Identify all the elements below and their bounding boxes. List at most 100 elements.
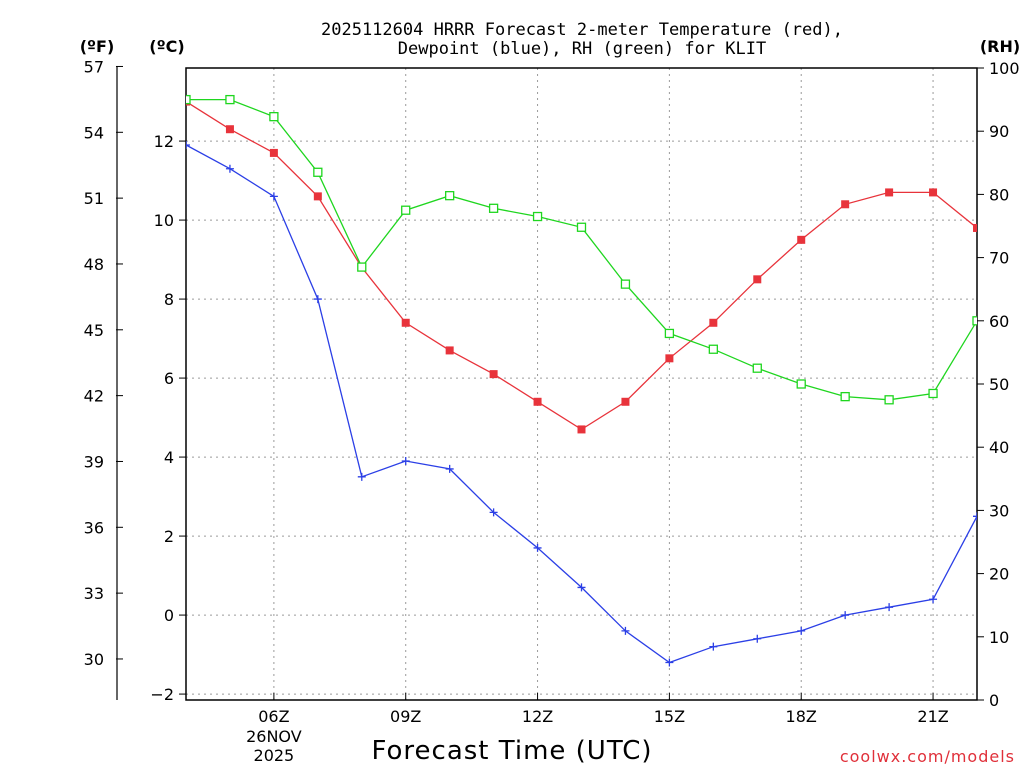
f-axis-tick-label: 54: [84, 123, 104, 142]
x-axis-tick-label: 15Z: [654, 707, 685, 726]
rh-axis-tick-label: 80: [989, 185, 1009, 204]
data-point-temperature: [709, 318, 718, 327]
data-point-dewpoint: [313, 295, 322, 304]
f-axis-tick-label: 36: [84, 518, 104, 537]
x-axis-label: Forecast Time (UTC): [371, 736, 652, 766]
data-point-rh: [664, 328, 675, 339]
data-point-rh: [532, 211, 543, 222]
rh-axis-tick-label: 60: [989, 312, 1009, 331]
data-point-dewpoint: [357, 472, 366, 481]
chart-title-line2: Dewpoint (blue), RH (green) for KLIT: [398, 39, 766, 59]
c-axis-tick-label: 12: [154, 132, 174, 151]
rh-axis-tick-label: 50: [989, 375, 1009, 394]
data-point-dewpoint: [973, 512, 977, 521]
data-series: [186, 94, 977, 667]
rh-axis-tick-label: 30: [989, 501, 1009, 520]
data-point-rh: [620, 279, 631, 289]
rh-axis-tick-label: 70: [989, 249, 1009, 268]
x-axis-tick-label: 18Z: [786, 707, 817, 726]
celsius-unit-label: (ºC): [149, 37, 184, 56]
series-line-rh: [186, 98, 977, 401]
f-axis-tick-label: 39: [84, 452, 104, 471]
data-point-temperature: [269, 148, 278, 157]
data-point-temperature: [401, 318, 410, 327]
rh-axis-tick-label: 90: [989, 122, 1009, 141]
data-point-dewpoint: [841, 611, 850, 620]
series-temperature: [186, 97, 977, 434]
series-rh: [186, 94, 977, 405]
c-axis-tick-label: 4: [164, 448, 174, 467]
x-axis-tick-label: 09Z: [390, 707, 421, 726]
data-point-dewpoint: [753, 634, 762, 643]
rh-unit-label: (RH): [980, 37, 1020, 56]
series-line-temperature: [186, 101, 977, 431]
c-axis-tick-label: 8: [164, 290, 174, 309]
data-point-rh: [972, 316, 977, 326]
grid: [186, 68, 977, 700]
data-point-rh: [576, 222, 587, 232]
series-dewpoint: [186, 141, 977, 667]
fahrenheit-unit-label: (ºF): [80, 37, 115, 56]
data-point-dewpoint: [577, 583, 586, 592]
axes: −2 0 2 4 6 8 10 12 30 33 36 39 42 45 48 51 54 57 0 10 20 30 40…: [84, 57, 1020, 765]
data-point-dewpoint: [401, 457, 410, 466]
data-point-temperature: [533, 397, 542, 406]
data-point-dewpoint: [533, 543, 542, 552]
f-axis-tick-label: 42: [84, 387, 104, 406]
f-axis-tick-label: 48: [84, 255, 104, 274]
data-point-rh: [928, 388, 938, 399]
data-point-temperature: [577, 425, 586, 434]
data-point-rh: [708, 344, 718, 354]
chart-title-line1: 2025112604 HRRR Forecast 2-meter Tempera…: [321, 20, 843, 40]
c-axis-tick-label: 2: [164, 527, 174, 546]
x-axis-date-label: 26NOV: [246, 727, 302, 746]
data-point-dewpoint: [269, 192, 278, 201]
f-axis-tick-label: 45: [84, 321, 104, 340]
rh-axis-tick-label: 10: [989, 628, 1009, 647]
x-axis-tick-label: 21Z: [917, 707, 948, 726]
rh-axis-tick-label: 100: [989, 59, 1020, 78]
c-axis-tick-label: 10: [154, 211, 174, 230]
data-point-temperature: [225, 125, 234, 134]
data-point-temperature: [665, 354, 674, 363]
data-point-temperature: [621, 397, 630, 406]
data-point-rh: [401, 205, 411, 215]
rh-axis-tick-label: 40: [989, 438, 1009, 457]
data-point-rh: [752, 363, 762, 373]
c-axis-tick-label: −2: [150, 685, 174, 704]
data-point-dewpoint: [929, 595, 938, 604]
x-axis-tick-label: 12Z: [522, 707, 553, 726]
data-point-dewpoint: [225, 164, 234, 173]
data-point-rh: [225, 94, 235, 105]
site-credit: coolwx.com/models: [840, 747, 1015, 766]
rh-axis-tick-label: 0: [989, 691, 999, 710]
data-point-dewpoint: [445, 464, 454, 473]
data-point-rh: [488, 203, 499, 213]
data-point-rh: [313, 167, 323, 177]
data-point-rh: [884, 395, 894, 405]
data-point-rh: [357, 262, 367, 272]
data-point-temperature: [973, 223, 977, 232]
data-point-rh: [269, 112, 279, 122]
data-point-dewpoint: [709, 642, 718, 651]
data-point-temperature: [445, 346, 454, 355]
data-point-rh: [445, 191, 455, 201]
plot-frame: [185, 67, 978, 701]
f-axis-tick-label: 51: [84, 189, 104, 208]
data-point-temperature: [797, 235, 806, 244]
f-axis-tick-label: 57: [84, 57, 104, 76]
data-point-dewpoint: [186, 141, 190, 150]
data-point-temperature: [753, 275, 762, 284]
data-point-rh: [186, 94, 191, 105]
data-point-temperature: [841, 200, 850, 209]
c-axis-tick-label: 6: [164, 369, 174, 388]
data-point-rh: [840, 391, 850, 402]
data-point-dewpoint: [621, 626, 630, 635]
f-axis-tick-label: 33: [84, 584, 104, 603]
rh-axis-tick-label: 20: [989, 565, 1009, 584]
data-point-dewpoint: [797, 626, 806, 635]
data-point-dewpoint: [665, 658, 674, 667]
data-point-temperature: [489, 370, 498, 379]
c-axis-tick-label: 0: [164, 606, 174, 625]
